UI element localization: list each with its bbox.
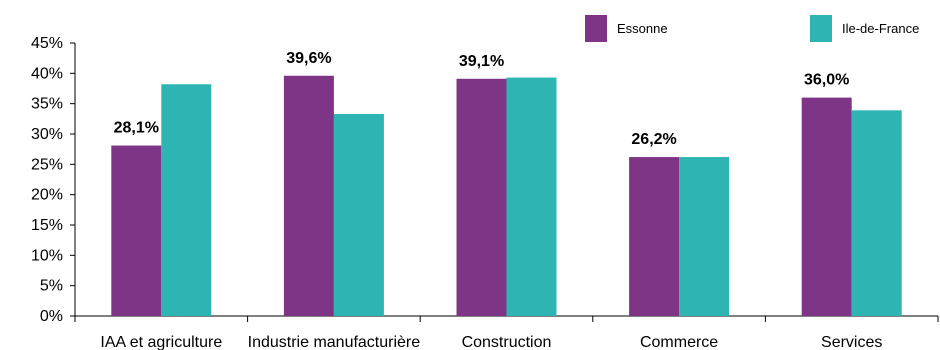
bar-ile-de-france xyxy=(333,113,384,316)
data-labels: 28,1% 39,6% 39,1% 26,2% 36,0% xyxy=(114,50,850,148)
y-tick-label: 10% xyxy=(31,247,63,264)
y-tick-label: 5% xyxy=(40,278,63,295)
data-label: 36,0% xyxy=(804,72,849,89)
y-tick-label: 30% xyxy=(31,126,63,143)
y-tick-label: 25% xyxy=(31,156,63,173)
bar-ile-de-france xyxy=(161,84,212,317)
y-axis: 0% 5% 10% 15% 20% 25% 30% 35% 40% 45% xyxy=(31,35,76,325)
bar-essonne xyxy=(456,78,507,316)
legend-label: Ile-de-France xyxy=(842,21,919,36)
y-tick-label: 0% xyxy=(40,308,63,325)
data-label: 26,2% xyxy=(631,131,676,148)
bar-essonne xyxy=(111,145,162,316)
data-label: 28,1% xyxy=(114,120,159,137)
bar-essonne xyxy=(629,157,680,316)
x-category-label: Commerce xyxy=(640,334,718,350)
x-axis: IAA et agriculture Industrie manufacturiè… xyxy=(74,315,939,350)
bar-essonne xyxy=(283,75,334,316)
data-label: 39,1% xyxy=(459,53,504,70)
x-category-label: Industrie manufacturière xyxy=(248,334,421,350)
bars xyxy=(111,75,902,317)
bar-essonne xyxy=(801,97,852,316)
y-tick-label: 40% xyxy=(31,65,63,82)
data-label: 39,6% xyxy=(286,50,331,67)
y-tick-label: 45% xyxy=(31,35,63,52)
legend-label: Essonne xyxy=(617,21,668,36)
legend-swatch xyxy=(585,15,607,42)
legend: Essonne Ile-de-France xyxy=(585,15,919,42)
legend-swatch xyxy=(810,15,832,42)
y-tick-label: 20% xyxy=(31,187,63,204)
x-category-label: Construction xyxy=(462,334,552,350)
y-tick-label: 15% xyxy=(31,217,63,234)
bar-ile-de-france xyxy=(679,157,730,316)
x-category-label: IAA et agriculture xyxy=(100,334,222,350)
x-category-label: Services xyxy=(821,334,882,350)
bar-ile-de-france xyxy=(506,77,557,316)
y-tick-label: 35% xyxy=(31,96,63,113)
bar-ile-de-france xyxy=(851,110,902,316)
